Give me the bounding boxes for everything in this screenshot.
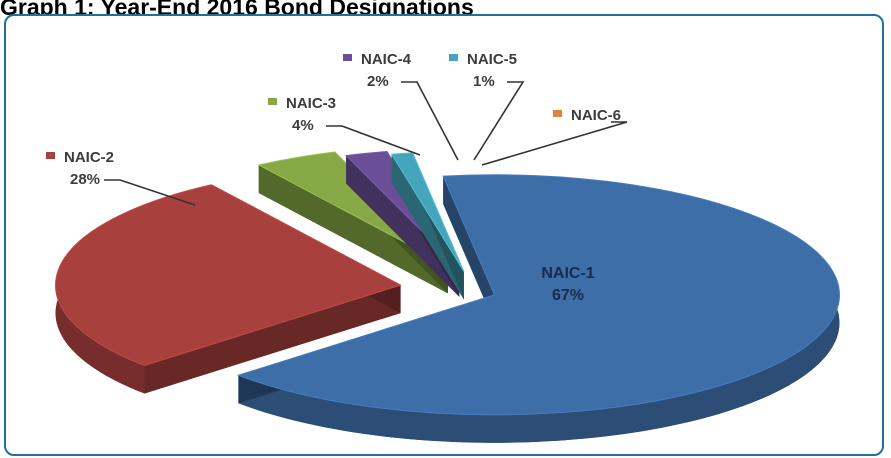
- label-naic-1: NAIC-1: [541, 265, 594, 282]
- pie-slice-naic-5-edge: [391, 154, 464, 300]
- legend-swatch-naic-2: [46, 152, 55, 159]
- label-naic-5: NAIC-5: [467, 51, 517, 68]
- pie-slice-naic-2-edge: [144, 285, 401, 394]
- leader-line-naic-5: [473, 81, 525, 161]
- legend-swatch-naic-5: [449, 54, 458, 61]
- label-naic-6: NAIC-6: [571, 107, 621, 124]
- legend-swatch-naic-4: [343, 54, 352, 61]
- pie-slice-naic-1: [236, 174, 840, 416]
- legend-swatch-naic-6: [553, 110, 562, 117]
- leader-line-naic-6: [481, 121, 628, 166]
- pie-slice-naic-3-edge: [258, 164, 448, 294]
- label-naic-3: NAIC-3: [286, 95, 336, 112]
- pie-slice-naic-2: [55, 184, 402, 367]
- pie-slice-naic-1-wall: [238, 174, 840, 443]
- value-label-naic-3: 4%: [292, 117, 314, 134]
- label-naic-2: NAIC-2: [64, 149, 114, 166]
- leader-line-naic-3: [326, 125, 421, 156]
- pie-slice-naic-1-edge: [443, 176, 495, 323]
- value-label-naic-1: 67%: [552, 287, 584, 304]
- legend-swatch-naic-3: [268, 98, 277, 105]
- leader-line-naic-4: [401, 81, 459, 161]
- value-label-naic-2: 28%: [70, 171, 100, 188]
- pie-slice-naic-4-edge: [346, 155, 460, 297]
- value-label-naic-5: 1%: [473, 73, 495, 90]
- leader-line-naic-2: [104, 179, 196, 206]
- label-naic-4: NAIC-4: [361, 51, 412, 68]
- value-label-naic-4: 2%: [367, 73, 389, 90]
